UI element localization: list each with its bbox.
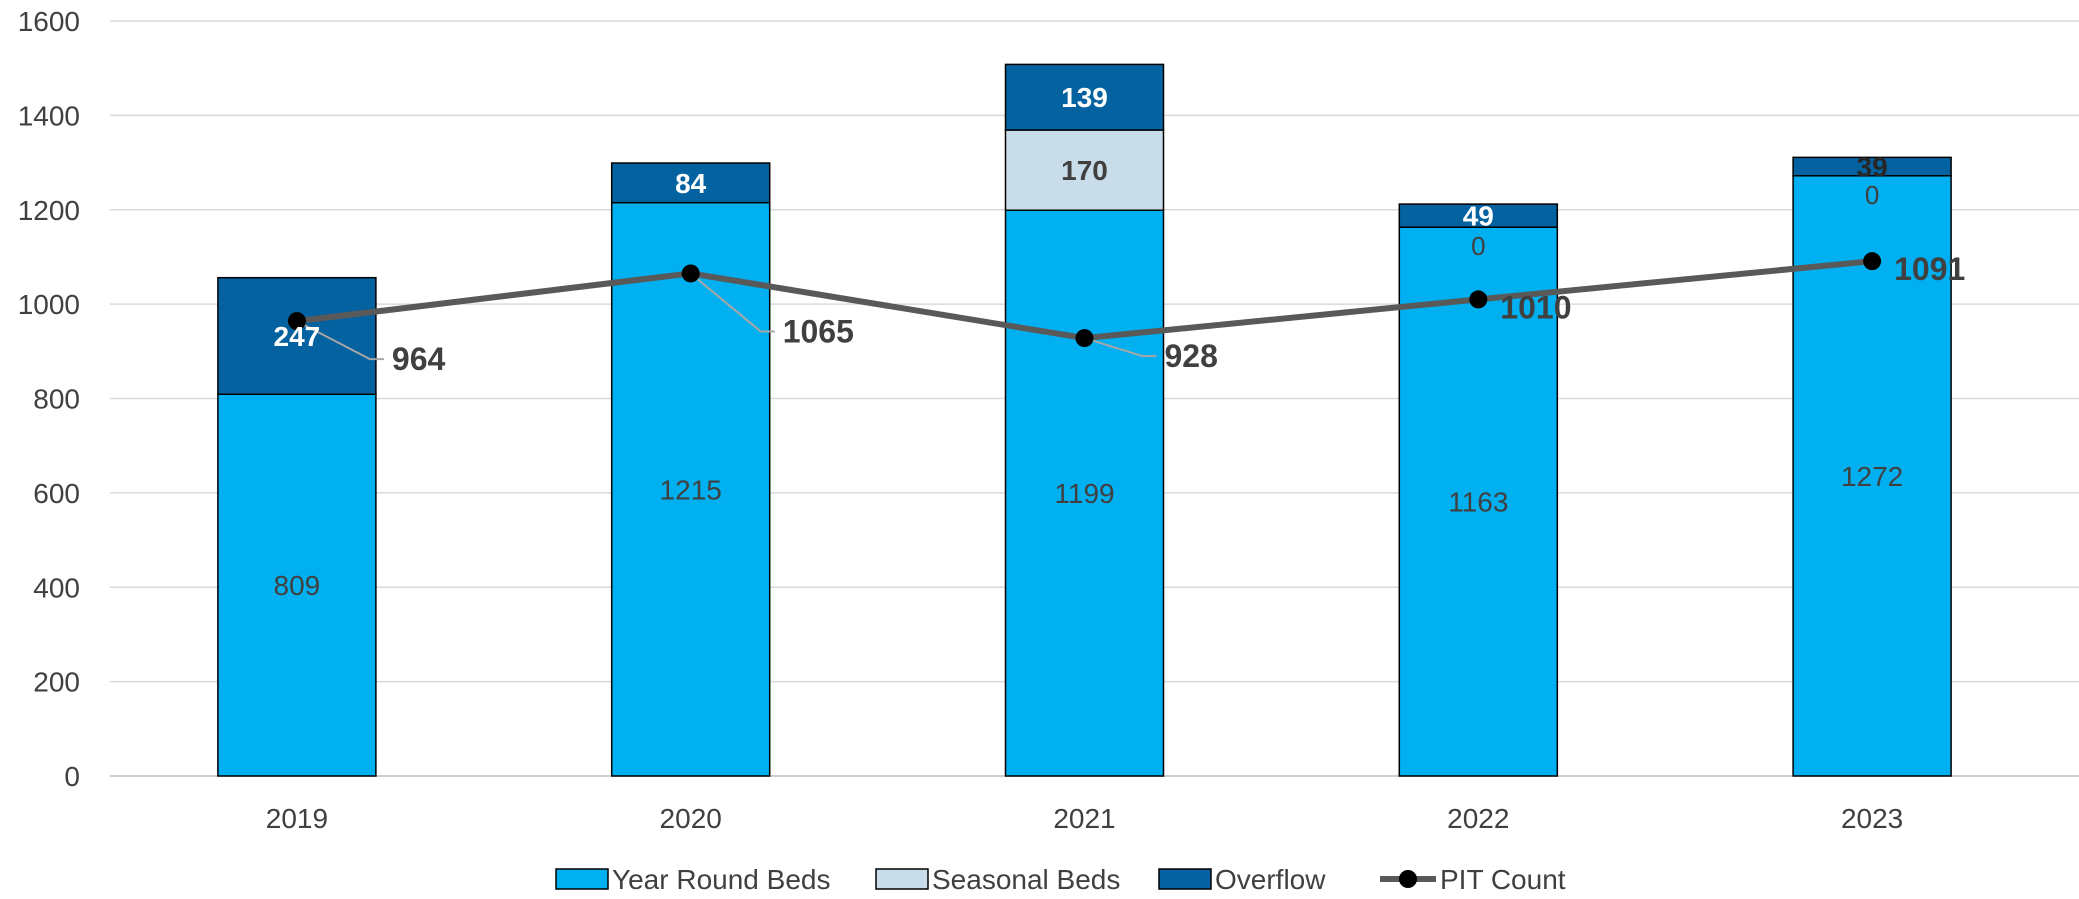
y-tick-label: 0 (64, 761, 80, 792)
pit-count-point (1075, 329, 1094, 348)
y-tick-label: 800 (33, 384, 80, 415)
y-tick-label: 400 (33, 572, 80, 603)
y-tick-label: 200 (33, 667, 80, 698)
y-axis-ticks: 0 200 400 600 800 1000 1200 1400 1600 (18, 6, 80, 792)
leader-line (296, 320, 384, 361)
data-label-overflow: 39 (1857, 152, 1888, 183)
data-label-pit-count: 928 (1165, 338, 1218, 374)
data-label-seasonal: 0 (1471, 231, 1485, 261)
legend-swatch (875, 868, 929, 890)
data-label-seasonal: 170 (1061, 155, 1108, 186)
data-label-overflow: 84 (675, 168, 707, 199)
legend-swatch (1158, 868, 1212, 890)
bar-seasonal-beds (1004, 129, 1165, 211)
pit-count-point (287, 312, 306, 331)
leader-line (690, 272, 775, 333)
bar-overflow (217, 276, 377, 396)
bar-year-round-beds (1398, 226, 1559, 777)
data-label-year-round: 1272 (1841, 461, 1903, 492)
legend-label: PIT Count (1440, 864, 1566, 894)
pit-count-point (1469, 290, 1488, 309)
x-tick-label: 2022 (1447, 803, 1509, 834)
data-labels: 8092471215841199170139116304912720399641… (274, 82, 1966, 601)
data-label-pit-count: 1091 (1894, 251, 1965, 287)
pit-count-line (287, 252, 1882, 361)
x-axis-ticks: 2019 2020 2021 2022 2023 (266, 803, 1903, 834)
y-tick-label: 1200 (18, 195, 80, 226)
y-tick-label: 1600 (18, 6, 80, 37)
data-label-pit-count: 964 (392, 341, 446, 377)
y-tick-label: 1400 (18, 100, 80, 131)
bar-overflow (610, 162, 771, 204)
data-label-year-round: 1163 (1448, 487, 1508, 518)
bar-overflow (1792, 156, 1952, 177)
data-label-overflow: 139 (1061, 82, 1108, 113)
data-label-pit-count: 1010 (1500, 289, 1571, 325)
bar-overflow (1398, 203, 1559, 228)
legend-marker (1399, 870, 1417, 888)
x-tick-label: 2021 (1053, 803, 1115, 834)
data-label-year-round: 1199 (1054, 478, 1114, 509)
x-tick-label: 2020 (660, 803, 722, 834)
pit-count-point (681, 264, 700, 283)
data-label-overflow: 49 (1463, 201, 1494, 232)
data-label-pit-count: 1065 (783, 313, 854, 349)
y-tick-label: 600 (33, 478, 80, 509)
bar-year-round-beds (610, 201, 771, 777)
bars (217, 63, 1952, 777)
legend-label: Seasonal Beds (932, 864, 1120, 894)
y-tick-label: 1000 (18, 289, 80, 320)
x-tick-label: 2019 (266, 803, 328, 834)
data-label-overflow: 247 (274, 321, 321, 352)
x-tick-label: 2023 (1841, 803, 1903, 834)
bar-year-round-beds (217, 393, 377, 777)
bar-year-round-beds (1004, 209, 1165, 777)
pit-count-point (1863, 252, 1882, 271)
leader-line (1084, 337, 1157, 358)
data-label-year-round: 809 (274, 570, 321, 601)
bar-overflow (1004, 63, 1165, 131)
data-label-seasonal: 0 (1865, 180, 1879, 210)
legend-label: Overflow (1215, 864, 1326, 894)
legend: Year Round Beds Seasonal Beds Overflow PIT … (555, 864, 1566, 895)
legend-label: Year Round Beds (612, 864, 830, 894)
data-label-year-round: 1215 (660, 474, 722, 505)
legend-swatch (555, 868, 609, 890)
